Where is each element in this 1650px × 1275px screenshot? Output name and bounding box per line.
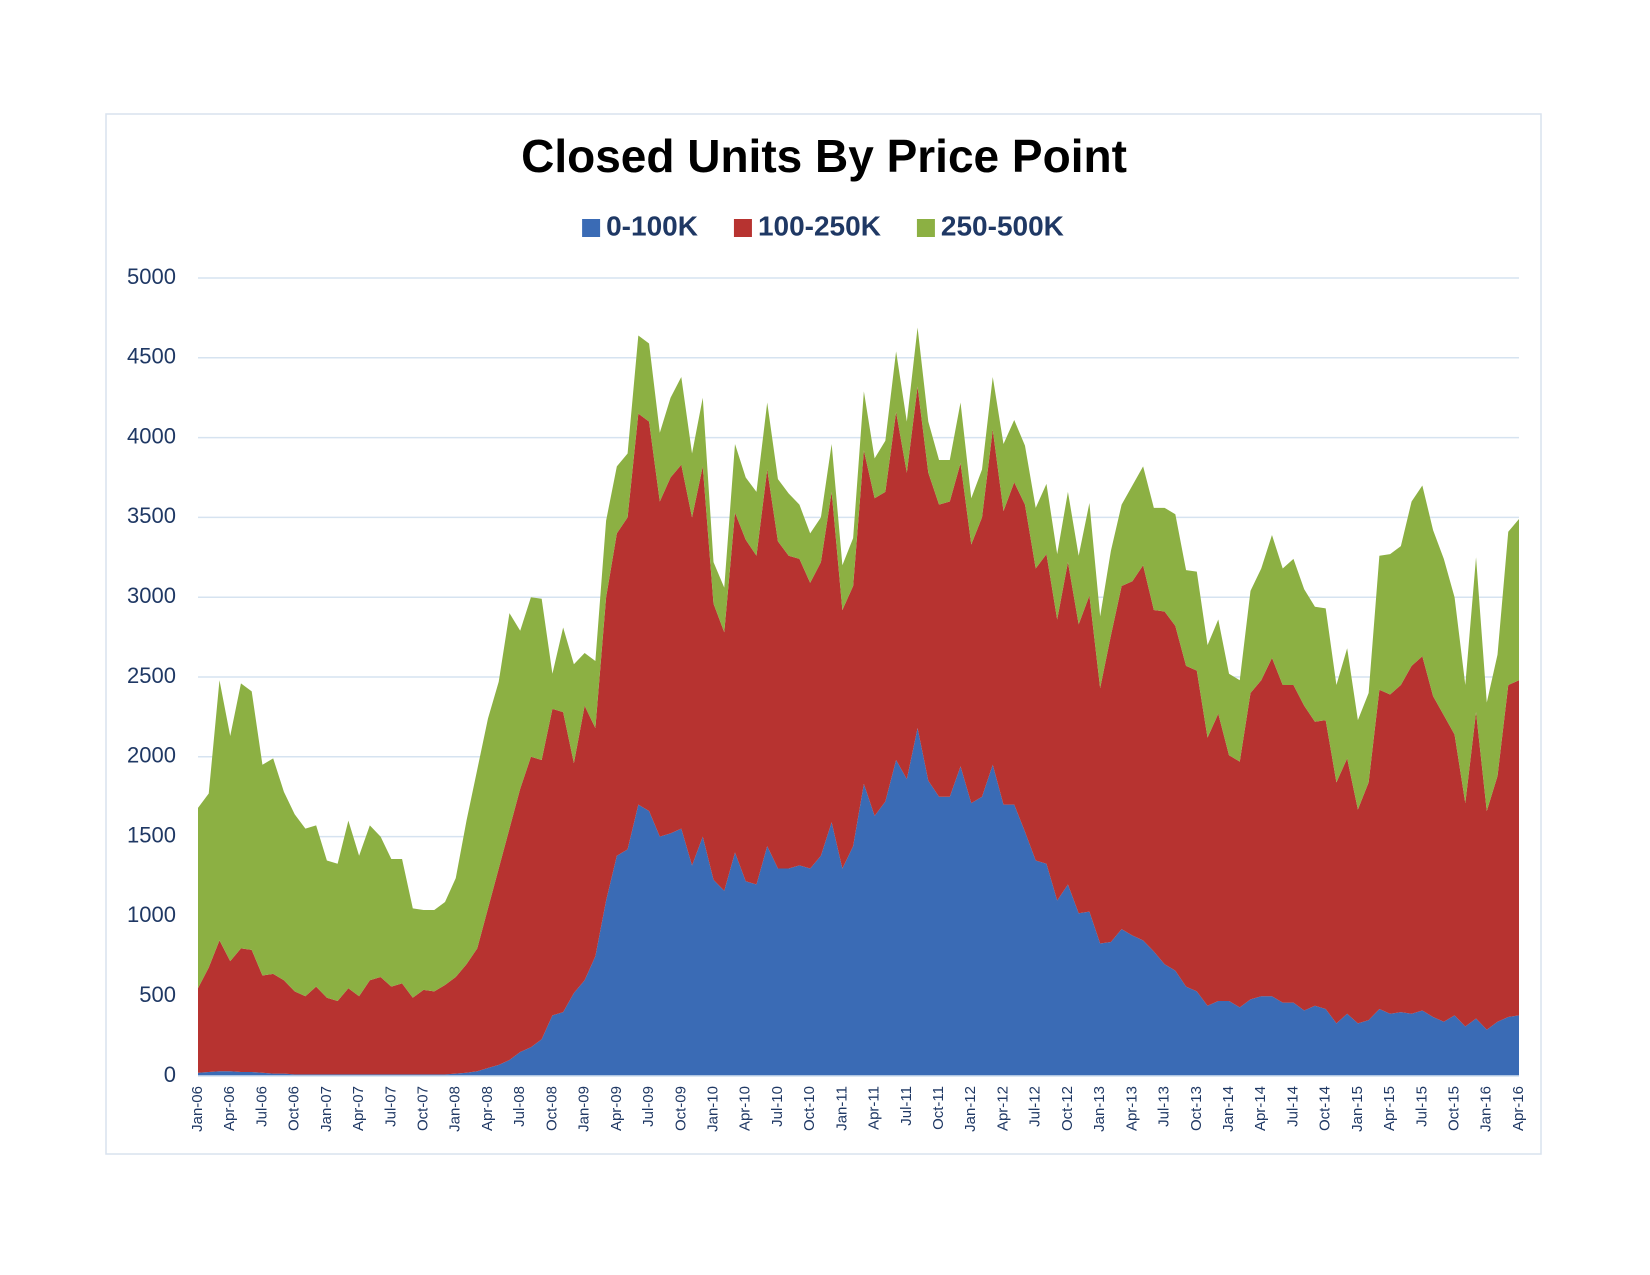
area (198, 728, 1519, 1076)
y-tick-label: 4500 (127, 344, 176, 369)
y-tick-label: 0 (164, 1062, 176, 1087)
x-tick-label: Jul-06 (253, 1086, 270, 1127)
x-tick-label: Jul-08 (511, 1086, 528, 1127)
y-tick-label: 2000 (127, 743, 176, 768)
x-tick-label: Apr-15 (1381, 1086, 1398, 1131)
y-tick-label: 3000 (127, 583, 176, 608)
x-tick-label: Apr-07 (350, 1086, 367, 1131)
x-tick-label: Jan-16 (1478, 1086, 1495, 1132)
x-tick-label: Oct-11 (930, 1086, 947, 1130)
x-tick-label: Oct-12 (1059, 1086, 1076, 1131)
x-tick-label: Oct-13 (1188, 1086, 1205, 1131)
y-tick-label: 2500 (127, 663, 176, 688)
x-tick-label: Jan-12 (962, 1086, 979, 1132)
x-tick-label: Apr-10 (737, 1086, 754, 1131)
legend-label: 100-250K (758, 210, 881, 241)
x-tick-label: Oct-15 (1446, 1086, 1463, 1131)
chart-title: Closed Units By Price Point (521, 130, 1127, 182)
x-tick-label: Jul-13 (1156, 1086, 1173, 1127)
legend-label: 250-500K (941, 210, 1064, 241)
x-tick-label: Jan-10 (704, 1086, 721, 1132)
x-tick-label: Jan-08 (447, 1086, 464, 1132)
area (198, 386, 1519, 1075)
x-tick-label: Jan-06 (189, 1086, 206, 1132)
x-tick-label: Apr-13 (1123, 1086, 1140, 1131)
x-tick-label: Oct-06 (286, 1086, 303, 1131)
y-tick-label: 4000 (127, 423, 176, 448)
x-tick-label: Jan-14 (1220, 1086, 1237, 1132)
x-tick-label: Jul-14 (1284, 1086, 1301, 1127)
x-tick-label: Oct-09 (672, 1086, 689, 1131)
y-tick-label: 1000 (127, 902, 176, 927)
x-tick-label: Apr-12 (994, 1086, 1011, 1131)
x-tick-label: Jan-11 (833, 1086, 850, 1131)
x-tick-label: Jul-10 (769, 1086, 786, 1127)
x-tick-label: Oct-08 (543, 1086, 560, 1131)
y-tick-label: 5000 (127, 264, 176, 289)
x-tick-label: Jan-15 (1349, 1086, 1366, 1132)
x-tick-label: Apr-06 (221, 1086, 238, 1131)
x-tick-label: Apr-08 (479, 1086, 496, 1131)
legend-swatch (582, 219, 601, 237)
y-tick-label: 500 (139, 982, 176, 1007)
x-tick-label: Apr-11 (866, 1086, 883, 1130)
legend-swatch (916, 219, 935, 237)
x-tick-label: Apr-16 (1510, 1086, 1527, 1131)
x-tick-label: Jan-13 (1091, 1086, 1108, 1132)
x-tick-label: Jan-09 (576, 1086, 593, 1132)
y-tick-label: 1500 (127, 822, 176, 847)
x-tick-label: Oct-07 (415, 1086, 432, 1131)
x-tick-label: Oct-14 (1317, 1086, 1334, 1131)
x-tick-label: Apr-14 (1252, 1086, 1269, 1131)
x-tick-label: Apr-09 (608, 1086, 625, 1131)
legend-label: 0-100K (606, 210, 698, 241)
x-tick-label: Jul-09 (640, 1086, 657, 1127)
x-tick-label: Jul-07 (382, 1086, 399, 1127)
x-tick-label: Jul-11 (898, 1086, 915, 1126)
x-tick-label: Oct-10 (801, 1086, 818, 1131)
x-tick-label: Jan-07 (318, 1086, 335, 1132)
legend-swatch (733, 219, 752, 237)
x-tick-label: Jul-12 (1027, 1086, 1044, 1127)
y-tick-label: 3500 (127, 503, 176, 528)
x-tick-label: Jul-15 (1413, 1086, 1430, 1127)
area (198, 327, 1519, 1001)
